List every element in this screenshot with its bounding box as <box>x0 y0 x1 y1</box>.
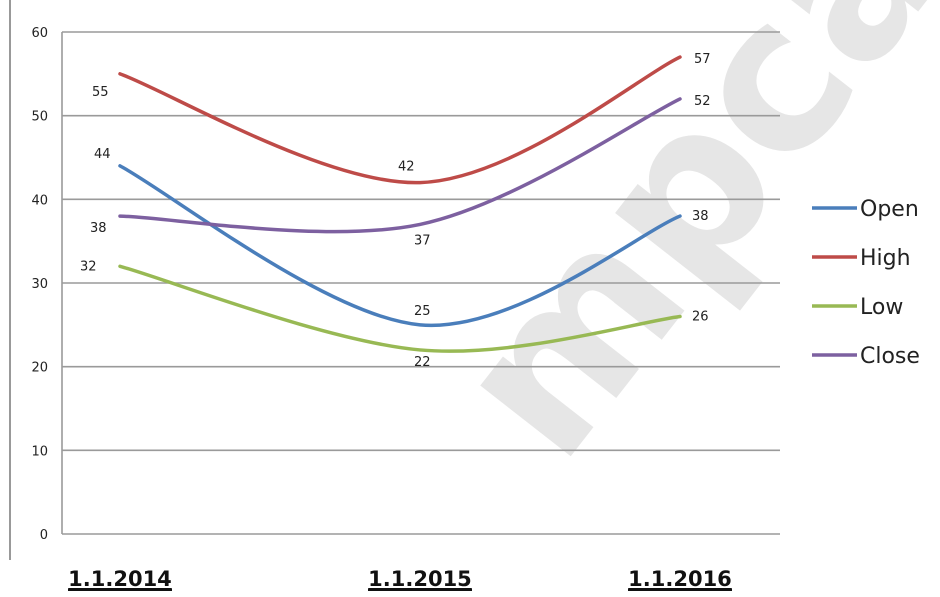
y-tick-label-30: 30 <box>31 277 48 292</box>
data-label-close-0: 38 <box>90 221 107 236</box>
legend-label-open: Open <box>860 197 919 222</box>
series-line-low <box>118 264 682 353</box>
x-tick-label-1.1.2014: 1.1.2014 <box>68 567 172 591</box>
data-label-low-0: 32 <box>80 259 97 274</box>
data-label-open-0: 44 <box>94 147 111 162</box>
series-line-close <box>118 97 682 234</box>
y-tick-label-60: 60 <box>31 26 48 41</box>
series-line-high <box>118 55 682 185</box>
data-label-close-2: 52 <box>694 94 711 109</box>
data-label-high-0: 55 <box>92 85 109 100</box>
y-tick-label-50: 50 <box>31 110 48 125</box>
x-tick-label-1.1.2015: 1.1.2015 <box>368 567 472 591</box>
legend-label-low: Low <box>860 295 903 320</box>
y-tick-label-10: 10 <box>31 444 48 459</box>
legend-label-close: Close <box>860 344 920 369</box>
y-tick-label-20: 20 <box>31 361 48 376</box>
data-label-open-1: 25 <box>414 304 431 319</box>
y-tick-label-40: 40 <box>31 193 48 208</box>
data-label-open-2: 38 <box>692 209 709 224</box>
data-label-high-1: 42 <box>398 160 415 175</box>
data-label-close-1: 37 <box>414 233 431 248</box>
x-tick-label-1.1.2016: 1.1.2016 <box>628 567 732 591</box>
series-line-open <box>118 164 682 328</box>
data-label-low-1: 22 <box>414 355 431 370</box>
legend-label-high: High <box>860 246 911 271</box>
y-tick-label-0: 0 <box>40 528 48 543</box>
data-label-low-2: 26 <box>692 309 709 324</box>
data-label-high-2: 57 <box>694 52 711 67</box>
